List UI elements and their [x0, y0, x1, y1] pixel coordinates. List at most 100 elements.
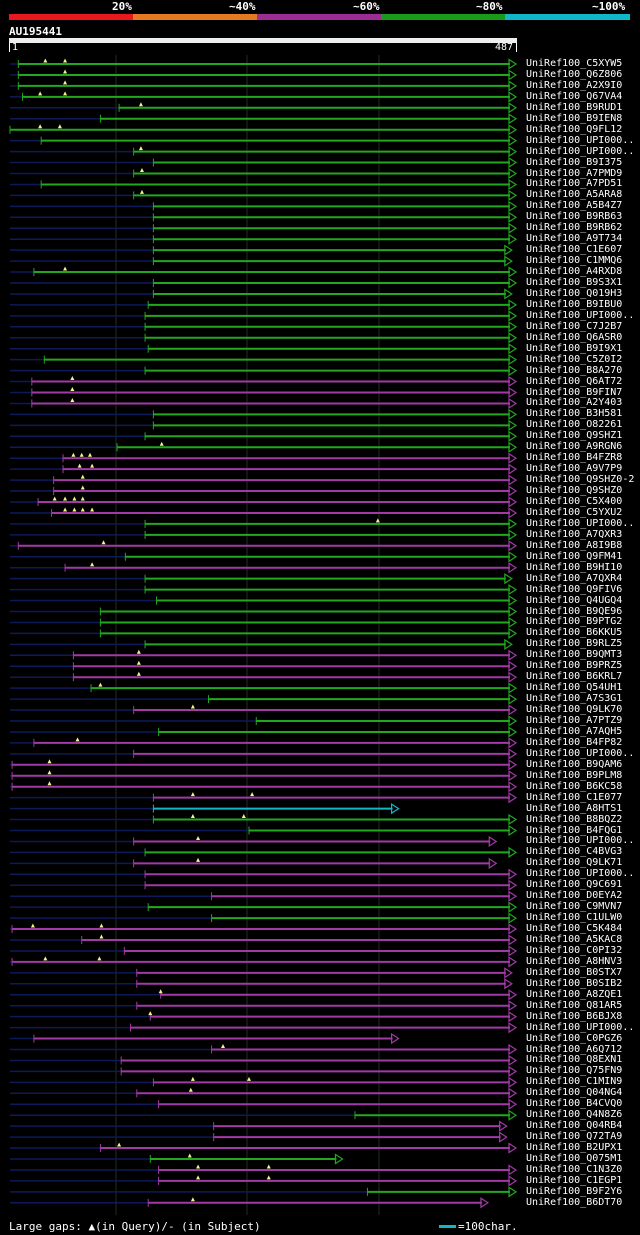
hit-label[interactable]: UniRef100_C9MVN7	[526, 901, 623, 913]
hit-label[interactable]: UniRef100_C5X400	[526, 496, 623, 507]
hit-label[interactable]: UniRef100_A8ZQE1	[526, 988, 623, 1000]
hit-label[interactable]: UniRef100_Q8EXN1	[526, 1054, 623, 1066]
hit-label[interactable]: UniRef100_A5ARA8	[526, 189, 623, 201]
hit-label[interactable]: UniRef100_C1E607	[526, 244, 623, 256]
hit-label[interactable]: UniRef100_UPI000..	[526, 835, 635, 847]
hit-label[interactable]: UniRef100_B4FP82	[526, 736, 623, 748]
hit-label[interactable]: UniRef100_C1MMQ6	[526, 255, 623, 267]
hit-label[interactable]: UniRef100_A6Q712	[526, 1043, 623, 1055]
hit-label[interactable]: UniRef100_C1MIN9	[526, 1076, 623, 1088]
hit-label[interactable]: UniRef100_A2Y403	[526, 397, 623, 409]
hit-label[interactable]: UniRef100_B9QAM6	[526, 758, 623, 770]
hit-label[interactable]: UniRef100_A7S3G1	[526, 693, 623, 705]
hit-label[interactable]: UniRef100_A9T734	[526, 233, 623, 245]
hit-label[interactable]: UniRef100_C0PI32	[526, 944, 623, 956]
hit-label[interactable]: UniRef100_B0STX7	[526, 966, 623, 978]
hit-label[interactable]: UniRef100_B9IEN8	[526, 112, 623, 124]
hit-label[interactable]: UniRef100_Q4UGQ4	[526, 594, 623, 606]
hit-label[interactable]: UniRef100_Q9LK70	[526, 704, 623, 716]
hit-label[interactable]: UniRef100_Q9SHZ0	[526, 485, 623, 497]
hit-label[interactable]: UniRef100_A2X9I0	[526, 79, 623, 91]
hit-label[interactable]: UniRef100_C1ULW0	[526, 912, 623, 924]
hit-label[interactable]: UniRef100_A7PD51	[526, 178, 623, 190]
hit-label[interactable]: UniRef100_B6DT70	[526, 1196, 623, 1208]
hit-label[interactable]: UniRef100_Q9C691	[526, 879, 623, 891]
hit-label[interactable]: UniRef100_B6KRL7	[526, 671, 623, 683]
hit-label[interactable]: UniRef100_B6KKU5	[526, 627, 623, 639]
hit-label[interactable]: UniRef100_B9IBU0	[526, 298, 623, 310]
hit-label[interactable]: UniRef100_B8BQZ2	[526, 813, 623, 825]
hit-label[interactable]: UniRef100_Q6ASR0	[526, 331, 623, 343]
hit-label[interactable]: UniRef100_O82261	[526, 419, 623, 431]
hit-label[interactable]: UniRef100_UPI000..	[526, 1021, 635, 1033]
hit-label[interactable]: UniRef100_Q9FIV6	[526, 583, 623, 595]
hit-label[interactable]: UniRef100_Q9FM41	[526, 550, 623, 562]
hit-label[interactable]: UniRef100_B2UPX1	[526, 1142, 623, 1154]
hit-label[interactable]: UniRef100_B9QE96	[526, 605, 623, 617]
hit-label[interactable]: UniRef100_A5B4Z7	[526, 200, 623, 212]
hit-label[interactable]: UniRef100_Q04NG4	[526, 1087, 623, 1099]
hit-label[interactable]: UniRef100_UPI000..	[526, 517, 635, 529]
hit-label[interactable]: UniRef100_B4FQG1	[526, 824, 623, 836]
hit-label[interactable]: UniRef100_B9I375	[526, 156, 623, 168]
hit-label[interactable]: UniRef100_UPI000..	[526, 309, 635, 321]
hit-label[interactable]: UniRef100_Q9FL12	[526, 123, 623, 135]
hit-label[interactable]: UniRef100_C1E077	[526, 791, 623, 803]
hit-label[interactable]: UniRef100_B9RB62	[526, 222, 623, 234]
hit-label[interactable]: UniRef100_A7QXR3	[526, 528, 623, 540]
hit-label[interactable]: UniRef100_B9RUD1	[526, 101, 623, 113]
hit-label[interactable]: UniRef100_UPI000..	[526, 868, 635, 880]
hit-label[interactable]: UniRef100_Q4N8Z6	[526, 1109, 623, 1121]
hit-label[interactable]: UniRef100_A9V7P9	[526, 463, 623, 475]
hit-label[interactable]: UniRef100_B4CVQ0	[526, 1098, 623, 1110]
hit-label[interactable]: UniRef100_B9S3X1	[526, 277, 623, 288]
hit-label[interactable]: UniRef100_UPI000..	[526, 145, 635, 157]
hit-label[interactable]: UniRef100_Q75FN9	[526, 1065, 623, 1077]
hit-label[interactable]: UniRef100_A4RXD8	[526, 266, 623, 278]
hit-label[interactable]: UniRef100_B3H581	[526, 408, 623, 420]
hit-label[interactable]: UniRef100_D0EYA2	[526, 890, 623, 902]
hit-label[interactable]: UniRef100_Q9SHZ1	[526, 430, 623, 442]
hit-label[interactable]: UniRef100_A8HTS1	[526, 802, 623, 814]
hit-label[interactable]: UniRef100_C5YXU2	[526, 506, 623, 518]
hit-label[interactable]: UniRef100_Q9LK71	[526, 857, 623, 869]
hit-label[interactable]: UniRef100_B9QMT3	[526, 649, 623, 661]
hit-label[interactable]: UniRef100_A8I9B8	[526, 539, 623, 551]
hit-label[interactable]: UniRef100_Q6AT72	[526, 375, 623, 387]
hit-label[interactable]: UniRef100_A7QXR4	[526, 572, 623, 584]
hit-label[interactable]: UniRef100_C5K484	[526, 923, 623, 935]
hit-label[interactable]: UniRef100_Q019H3	[526, 287, 623, 299]
hit-label[interactable]: UniRef100_A7AQH5	[526, 725, 623, 737]
hit-label[interactable]: UniRef100_B8A270	[526, 364, 623, 376]
hit-label[interactable]: UniRef100_A5KAC8	[526, 934, 623, 945]
hit-label[interactable]: UniRef100_Q6Z806	[526, 68, 623, 80]
hit-label[interactable]: UniRef100_A7PMD9	[526, 167, 623, 179]
hit-label[interactable]: UniRef100_A8HNV3	[526, 955, 623, 967]
hit-label[interactable]: UniRef100_A7PTZ9	[526, 715, 623, 726]
hit-label[interactable]: UniRef100_B9PTG2	[526, 616, 623, 628]
hit-label[interactable]: UniRef100_B9PRZ5	[526, 660, 623, 672]
hit-label[interactable]: UniRef100_Q9SHZ0-2	[526, 474, 635, 486]
hit-label[interactable]: UniRef100_Q54UH1	[526, 682, 623, 694]
hit-label[interactable]: UniRef100_Q81AR5	[526, 999, 623, 1011]
hit-label[interactable]: UniRef100_UPI000..	[526, 747, 635, 759]
hit-label[interactable]: UniRef100_A9RGN6	[526, 441, 623, 453]
hit-label[interactable]: UniRef100_B6BJX8	[526, 1010, 623, 1022]
hit-label[interactable]: UniRef100_Q67VA4	[526, 90, 623, 102]
hit-label[interactable]: UniRef100_B4FZR8	[526, 452, 623, 464]
hit-label[interactable]: UniRef100_B9RLZ5	[526, 638, 623, 650]
hit-label[interactable]: UniRef100_C4BVG3	[526, 846, 623, 858]
hit-label[interactable]: UniRef100_C5XYW5	[526, 58, 623, 69]
hit-label[interactable]: UniRef100_Q72TA9	[526, 1131, 623, 1143]
hit-label[interactable]: UniRef100_UPI000..	[526, 134, 635, 146]
hit-label[interactable]: UniRef100_Q075M1	[526, 1153, 623, 1164]
hit-label[interactable]: UniRef100_B6KC58	[526, 780, 623, 792]
hit-label[interactable]: UniRef100_C7J2B7	[526, 320, 623, 332]
hit-label[interactable]: UniRef100_B0SIB2	[526, 977, 623, 989]
hit-label[interactable]: UniRef100_Q04RB4	[526, 1120, 623, 1132]
hit-label[interactable]: UniRef100_B9I9X1	[526, 342, 623, 354]
hit-label[interactable]: UniRef100_C1N3Z0	[526, 1163, 623, 1175]
hit-label[interactable]: UniRef100_C5Z0I2	[526, 353, 623, 365]
hit-label[interactable]: UniRef100_B9HI10	[526, 561, 623, 573]
hit-label[interactable]: UniRef100_B9F2Y6	[526, 1185, 623, 1197]
